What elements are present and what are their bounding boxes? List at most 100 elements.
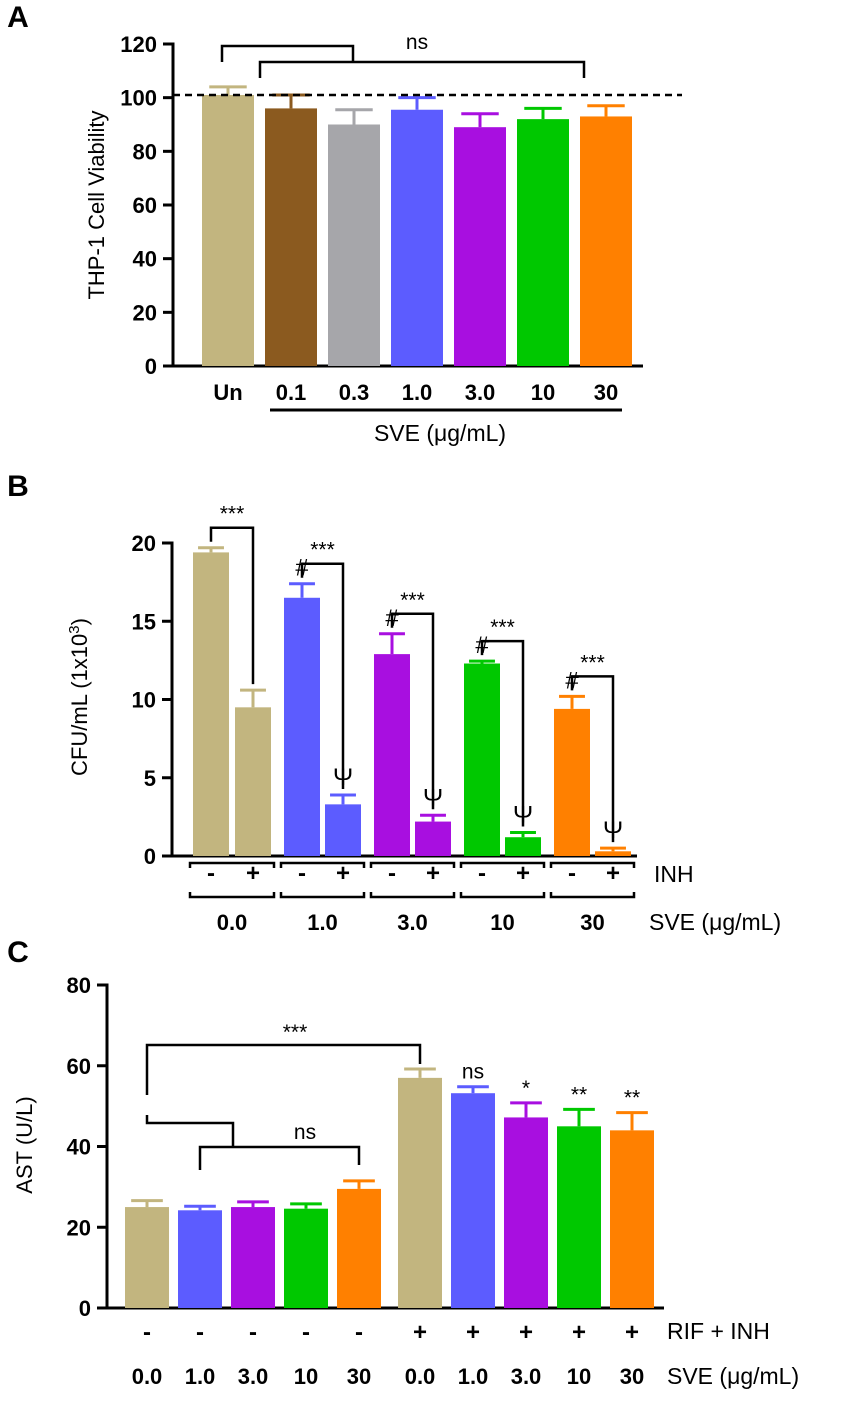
panel-c-bracket-upper-label: *** bbox=[283, 1021, 308, 1044]
panel-c-sve-label: 1.0 bbox=[458, 1364, 489, 1389]
panel-b-sve-label: 10 bbox=[490, 910, 514, 935]
panel-b-bar bbox=[284, 597, 320, 856]
panel-b-group-bracket-top bbox=[459, 861, 546, 868]
panel-b-inh-plus: + bbox=[516, 860, 530, 887]
panel-b-sig-bracket bbox=[390, 612, 435, 810]
panel-b-bar bbox=[505, 837, 541, 856]
panel-a-bar bbox=[202, 94, 254, 366]
panel-b-y-label-text: CFU/mL (1x10 bbox=[67, 634, 92, 776]
panel-a-y-tick-label: 40 bbox=[133, 247, 157, 272]
panel-b-inh-minus: - bbox=[388, 860, 396, 887]
panel-c-sve-label: 3.0 bbox=[511, 1364, 542, 1389]
panel-b-group-bracket-top bbox=[549, 861, 636, 868]
panel-b-hash-marker: # bbox=[565, 667, 579, 694]
panel-b-sig-bracket bbox=[300, 562, 345, 789]
panel-a-y-tick-label: 20 bbox=[133, 300, 157, 325]
panel-b-bar bbox=[325, 804, 361, 856]
panel-b-bar bbox=[595, 851, 631, 856]
panel-b-bar bbox=[415, 821, 451, 856]
panel-b-psi-marker: Ψ bbox=[333, 764, 353, 791]
panel-b-bar bbox=[374, 654, 410, 856]
panel-c-y-tick-label: 20 bbox=[67, 1215, 91, 1240]
panel-a-x-tick-label: 0.3 bbox=[339, 380, 370, 405]
panel-a-y-tick-label: 0 bbox=[145, 354, 157, 379]
panel-a-y-tick-label: 120 bbox=[120, 32, 157, 57]
panel-b-inh-label: INH bbox=[654, 861, 694, 887]
panel-b-y-label-sup: 3 bbox=[66, 625, 83, 633]
panel-a-x-tick-label: 1.0 bbox=[402, 380, 433, 405]
panel-b-sve-row-label: SVE (μg/mL) bbox=[649, 909, 781, 935]
panel-c-rif-inh-label: RIF + INH bbox=[667, 1318, 770, 1344]
panel-c-bar bbox=[398, 1077, 442, 1308]
panel-b-psi-marker: Ψ bbox=[423, 784, 443, 811]
panel-c-sve-row-label: SVE (μg/mL) bbox=[667, 1363, 799, 1389]
panel-c-y-label: AST (U/L) bbox=[12, 1096, 37, 1193]
panel-b-hash-marker: # bbox=[295, 555, 309, 582]
panel-a-x-tick-label: 0.1 bbox=[276, 380, 307, 405]
panel-c-rif-inh-sign: - bbox=[302, 1319, 310, 1346]
panel-b-group-bracket-bottom bbox=[459, 892, 546, 899]
panel-b-inh-minus: - bbox=[478, 860, 486, 887]
panel-c-rif-inh-sign: + bbox=[572, 1319, 586, 1346]
panel-b-sig-bracket bbox=[209, 526, 255, 685]
panel-c-sve-label: 0.0 bbox=[405, 1364, 436, 1389]
panel-b-letter: B bbox=[7, 470, 29, 503]
panel-b-y-tick-label: 0 bbox=[144, 844, 156, 869]
panel-c-bar bbox=[231, 1207, 275, 1308]
panel-b-inh-plus: + bbox=[336, 860, 350, 887]
panel-b-inh-minus: - bbox=[298, 860, 306, 887]
panel-b-inh-plus: + bbox=[426, 860, 440, 887]
panel-b-y-tick-label: 10 bbox=[132, 688, 156, 713]
panel-a-group-label: SVE (μg/mL) bbox=[374, 420, 506, 446]
panel-c-bracket-lower-right bbox=[198, 1145, 361, 1170]
panel-b-y-tick-label: 5 bbox=[144, 766, 156, 791]
panel-c-sve-label: 10 bbox=[294, 1364, 318, 1389]
panel-b-group-bracket-bottom bbox=[549, 892, 636, 899]
panel-c-bar-annotation: ** bbox=[571, 1083, 587, 1106]
panel-b-group-bracket-top bbox=[279, 861, 366, 868]
panel-c-rif-inh-sign: - bbox=[143, 1319, 151, 1346]
panel-a-bar bbox=[454, 127, 506, 366]
panel-c-sve-label: 30 bbox=[347, 1364, 371, 1389]
panel-c-bar bbox=[504, 1117, 548, 1308]
panel-a-bar bbox=[391, 109, 443, 366]
panel-b-group-bracket-bottom bbox=[279, 892, 366, 899]
panel-b-hash-marker: # bbox=[385, 605, 399, 632]
panel-b-group-bracket-bottom bbox=[369, 892, 456, 899]
panel-b-sve-label: 1.0 bbox=[307, 910, 338, 935]
panel-b-sve-label: 0.0 bbox=[217, 910, 248, 935]
panel-b-inh-minus: - bbox=[568, 860, 576, 887]
panel-c-bar bbox=[178, 1210, 222, 1308]
panel-a-bar bbox=[580, 116, 632, 366]
panel-c-y-tick-label: 40 bbox=[67, 1135, 91, 1160]
panel-b-sig-bracket bbox=[570, 675, 615, 843]
panel-c-sve-label: 0.0 bbox=[132, 1364, 163, 1389]
panel-c-y-tick-label: 0 bbox=[79, 1296, 91, 1321]
panel-b-sve-label: 3.0 bbox=[397, 910, 428, 935]
panel-b-psi-marker: Ψ bbox=[603, 817, 623, 844]
panel-c-bar bbox=[284, 1208, 328, 1308]
panel-c-rif-inh-sign: - bbox=[355, 1319, 363, 1346]
panel-b-inh-plus: + bbox=[246, 860, 260, 887]
panel-a-y-label: THP-1 Cell Viability bbox=[84, 110, 109, 299]
panel-a-bar bbox=[328, 124, 380, 366]
panel-b-y-tick-label: 20 bbox=[132, 531, 156, 556]
panel-c-y-tick-label: 80 bbox=[67, 973, 91, 998]
panel-c-bar bbox=[610, 1130, 654, 1308]
panel-c-rif-inh-sign: - bbox=[249, 1319, 257, 1346]
panel-b-bar bbox=[464, 663, 500, 856]
panel-c-rif-inh-sign: + bbox=[519, 1319, 533, 1346]
panel-a-x-tick-label: 30 bbox=[594, 380, 618, 405]
panel-b-group-bracket-bottom bbox=[188, 892, 276, 899]
panel-b-y-label: CFU/mL (1x103) bbox=[66, 618, 92, 776]
panel-a-bracket-right bbox=[258, 60, 586, 78]
panel-b-sig-label: *** bbox=[400, 589, 425, 612]
panel-c-letter: C bbox=[7, 936, 29, 969]
panel-a-bar bbox=[517, 119, 569, 366]
panel-b-sig-label: *** bbox=[220, 503, 245, 526]
panel-c-rif-inh-sign: - bbox=[196, 1319, 204, 1346]
panel-a-x-tick-label: Un bbox=[213, 380, 242, 405]
panel-a-x-tick-label: 10 bbox=[531, 380, 555, 405]
panel-b-sig-label: *** bbox=[580, 651, 605, 674]
